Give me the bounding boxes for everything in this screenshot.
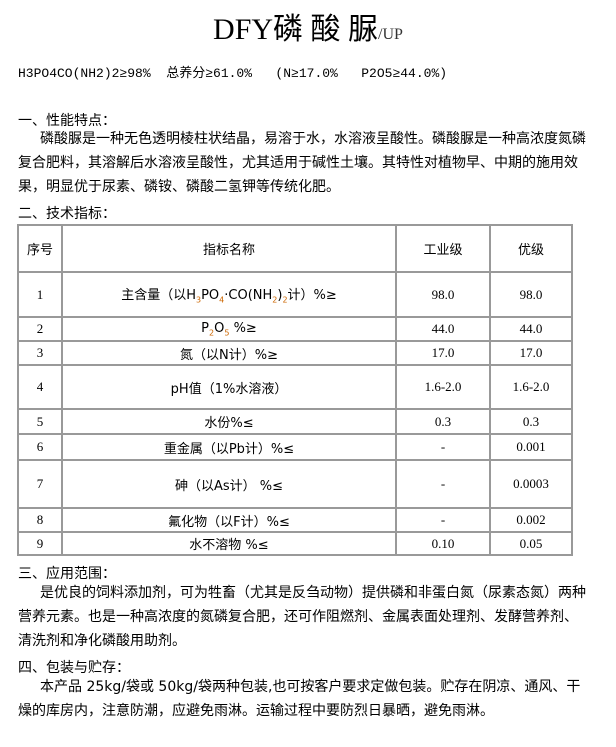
row-name: pH值（1%水溶液） <box>61 364 397 410</box>
name-segment: ) <box>277 288 283 304</box>
header-premium: 优级 <box>489 224 573 273</box>
row-industrial: 98.0 <box>395 271 491 318</box>
table-header-row: 序号 指标名称 工业级 优级 <box>17 224 573 273</box>
section-body-applications: 是优良的饲料添加剂，可为牲畜（尤其是反刍动物）提供磷和非蛋白氮（尿素态氮）两种营… <box>18 581 588 653</box>
row-number: 9 <box>17 531 63 556</box>
row-industrial: - <box>395 507 491 533</box>
row-name: 重金属（以Pb计）%≤ <box>61 433 397 461</box>
name-segment: %≥ <box>229 320 257 336</box>
name-segment: 4 <box>219 295 225 305</box>
name-segment: P <box>201 320 210 336</box>
applications-text: 是优良的饲料添加剂，可为牲畜（尤其是反刍动物）提供磷和非蛋白氮（尿素态氮）两种营… <box>18 585 586 649</box>
table-row: 1 主含量（以H3PO4·CO(NH2)2计）%≥ 98.0 98.0 <box>17 271 573 318</box>
row-name: 氟化物（以F计）%≤ <box>61 507 397 533</box>
row-premium: 17.0 <box>489 340 573 366</box>
formula-line: H3PO4CO(NH2)2≥98% 总养分≥61.0% (N≥17.0% P2O… <box>18 66 448 81</box>
table-row: 8 氟化物（以F计）%≤ -0.002 <box>17 507 573 533</box>
name-segment: 5 <box>224 328 230 338</box>
row-number: 1 <box>17 271 63 318</box>
row-industrial: 0.3 <box>395 408 491 435</box>
section-heading-packaging: 四、包装与贮存： <box>18 660 130 676</box>
row-premium: 0.0003 <box>489 459 573 509</box>
title-suffix: /UP <box>378 26 403 43</box>
table-row: 5 水份%≤ 0.3 0.3 <box>17 408 573 435</box>
row-number: 5 <box>17 408 63 435</box>
table-row: 2 P2O5 %≥ 44.0 44.0 <box>17 316 573 342</box>
name-segment: ·CO(NH <box>224 288 273 304</box>
section-body-features: 磷酸脲是一种无色透明棱柱状结晶，易溶于水，水溶液呈酸性。磷酸脲是一种高浓度氮磷复… <box>18 127 588 199</box>
row-premium: 0.001 <box>489 433 573 461</box>
name-segment: 3 <box>195 295 202 305</box>
header-name: 指标名称 <box>61 224 397 273</box>
table-row: 7 砷（以As计） %≤ -0.0003 <box>17 459 573 509</box>
row-industrial: - <box>395 433 491 461</box>
table-row: 4 pH值（1%水溶液） 1.6-2.0 1.6-2.0 <box>17 364 573 410</box>
row-number: 4 <box>17 364 63 410</box>
row-name: 砷（以As计） %≤ <box>61 459 397 509</box>
name-segment: 水份%≤ <box>204 416 254 431</box>
section-body-packaging: 本产品 25kg/袋或 50kg/袋两种包装,也可按客户要求定做包装。贮存在阴凉… <box>18 675 588 723</box>
section-heading-applications: 三、应用范围： <box>18 566 116 582</box>
name-segment: 2 <box>282 295 288 305</box>
name-segment: 水不溶物 %≤ <box>189 538 269 553</box>
title-main: DFY磷 酸 脲 <box>213 13 379 46</box>
name-segment: 2 <box>272 295 278 305</box>
name-segment: 重金属（以Pb计）%≤ <box>163 441 295 457</box>
row-industrial: 17.0 <box>395 340 491 366</box>
specs-table: 序号 指标名称 工业级 优级 1 主含量（以H3PO4·CO(NH2)2计）%≥ 9… <box>17 224 573 556</box>
header-no: 序号 <box>17 224 63 273</box>
row-premium: 1.6-2.0 <box>489 364 573 410</box>
row-number: 6 <box>17 433 63 461</box>
row-premium: 44.0 <box>489 316 573 342</box>
row-industrial: 0.10 <box>395 531 491 556</box>
name-segment: PO <box>201 288 220 304</box>
row-name: 主含量（以H3PO4·CO(NH2)2计）%≥ <box>61 271 397 318</box>
row-name: 氮（以N计）%≥ <box>61 340 397 366</box>
name-segment: 2 <box>209 328 215 338</box>
table-row: 6 重金属（以Pb计）%≤ -0.001 <box>17 433 573 461</box>
name-segment: pH值（1%水溶液） <box>170 381 288 397</box>
name-segment: 砷（以As计） %≤ <box>174 478 284 494</box>
row-name: 水不溶物 %≤ <box>61 531 397 556</box>
row-industrial: - <box>395 459 491 509</box>
table-row: 9 水不溶物 %≤ 0.10 0.05 <box>17 531 573 556</box>
row-name: P2O5 %≥ <box>61 316 397 342</box>
name-segment: 计）%≥ <box>287 288 337 304</box>
row-premium: 0.05 <box>489 531 573 556</box>
packaging-text: 本产品 25kg/袋或 50kg/袋两种包装,也可按客户要求定做包装。贮存在阴凉… <box>18 679 581 719</box>
row-number: 3 <box>17 340 63 366</box>
row-number: 8 <box>17 507 63 533</box>
page-title: DFY磷 酸 脲/UP <box>0 4 616 48</box>
row-premium: 0.3 <box>489 408 573 435</box>
name-segment: 主含量（以H <box>121 288 196 304</box>
features-text: 磷酸脲是一种无色透明棱柱状结晶，易溶于水，水溶液呈酸性。磷酸脲是一种高浓度氮磷复… <box>18 131 586 195</box>
name-segment: 氟化物（以F计）%≤ <box>168 514 290 530</box>
row-name: 水份%≤ <box>61 408 397 435</box>
section-heading-specs: 二、技术指标： <box>18 206 116 222</box>
header-industrial: 工业级 <box>395 224 491 273</box>
row-premium: 98.0 <box>489 271 573 318</box>
row-premium: 0.002 <box>489 507 573 533</box>
name-segment: O <box>214 320 225 336</box>
row-number: 7 <box>17 459 63 509</box>
table-row: 3 氮（以N计）%≥ 17.0 17.0 <box>17 340 573 366</box>
row-industrial: 44.0 <box>395 316 491 342</box>
section-heading-features: 一、性能特点： <box>18 113 116 129</box>
name-segment: 氮（以N计）%≥ <box>180 347 278 363</box>
row-industrial: 1.6-2.0 <box>395 364 491 410</box>
row-number: 2 <box>17 316 63 342</box>
